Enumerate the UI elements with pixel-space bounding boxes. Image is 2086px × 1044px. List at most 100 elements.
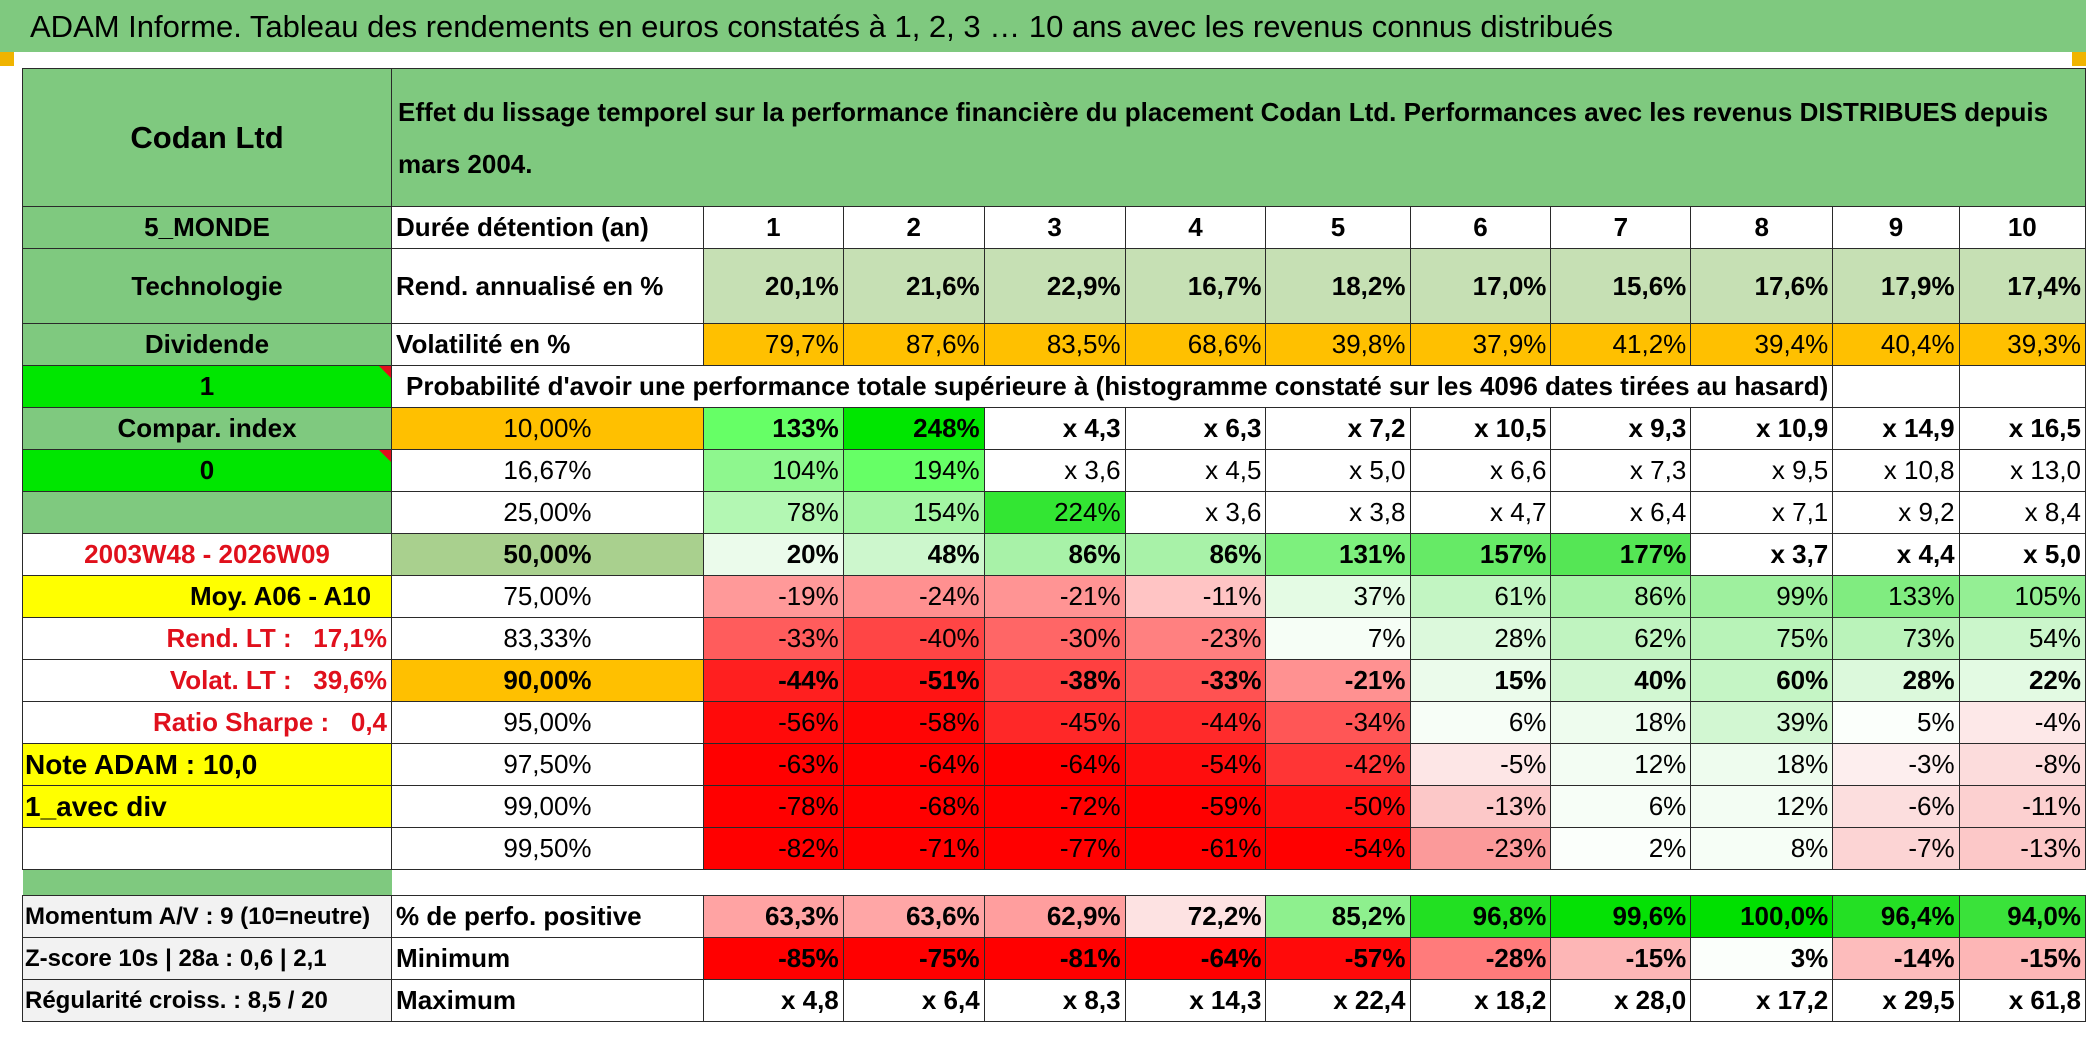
percentile-label: 97,50% [391, 743, 704, 786]
percentile-value: -64% [842, 743, 985, 786]
percentile-label: 95,00% [391, 701, 704, 744]
long-term-volatility-label: Volat. LT : [169, 665, 292, 695]
percentile-value: 6% [1550, 785, 1692, 828]
percentile-value: x 8,4 [1958, 491, 2086, 534]
percentile-value: 248% [842, 407, 985, 450]
annualized-return-value: 17,4% [1958, 248, 2086, 324]
percentile-value: x 10,9 [1690, 407, 1834, 450]
percentile-value: -24% [842, 575, 985, 618]
volatility-value: 87,6% [842, 323, 985, 366]
percentile-label: 16,67% [391, 449, 704, 492]
percentile-value: 133% [702, 407, 844, 450]
percentile-value: 40% [1550, 659, 1692, 702]
percentile-value: -44% [702, 659, 844, 702]
flag-one-cell[interactable]: 1 [21, 365, 393, 408]
volatility-value: 39,4% [1690, 323, 1834, 366]
percentile-value: x 7,3 [1550, 449, 1692, 492]
empty-cell [1958, 365, 2086, 408]
percentile-value: x 4,4 [1832, 533, 1960, 576]
percentile-value: 20% [702, 533, 844, 576]
corner-marker [2072, 52, 2086, 66]
percentile-value: 86% [983, 533, 1126, 576]
positive-performance-value: 99,6% [1550, 895, 1692, 938]
year-header: 9 [1832, 206, 1960, 249]
long-term-volatility-value: 39,6% [313, 665, 388, 695]
holding-period-label: Durée détention (an) [391, 206, 704, 249]
positive-performance-value: 96,4% [1832, 895, 1960, 938]
flag-zero-cell[interactable]: 0 [21, 449, 393, 492]
percentile-value: x 3,7 [1690, 533, 1834, 576]
percentile-value: 12% [1690, 785, 1834, 828]
percentile-value: 86% [1550, 575, 1692, 618]
percentile-label: 50,00% [391, 533, 704, 576]
percentile-row: 0 16,67% 104% 194% x 3,6 x 4,5 x 5,0 x 6… [21, 449, 2086, 492]
percentile-row: Ratio Sharpe : 0,4 95,00% -56% -58% -45%… [21, 701, 2086, 744]
year-header: 3 [983, 206, 1126, 249]
volatility-value: 39,8% [1265, 323, 1411, 366]
positive-performance-value: 63,3% [702, 895, 844, 938]
percentile-value: x 3,6 [983, 449, 1126, 492]
positive-performance-value: 62,9% [983, 895, 1126, 938]
percentile-value: 8% [1690, 827, 1834, 870]
percentile-value: -4% [1958, 701, 2086, 744]
percentile-value: -63% [702, 743, 844, 786]
percentile-value: 6% [1409, 701, 1552, 744]
zscore-label: Z-score 10s | 28a : 0,6 | 2,1 [21, 937, 393, 980]
percentile-value: -8% [1958, 743, 2086, 786]
adam-score: Note ADAM : 10,0 [21, 743, 393, 786]
maximum-label: Maximum [391, 979, 704, 1022]
percentile-value: 12% [1550, 743, 1692, 786]
annualized-return-label: Rend. annualisé en % [391, 248, 704, 324]
percentile-value: x 3,6 [1124, 491, 1267, 534]
percentile-value: -44% [1124, 701, 1267, 744]
percentile-value: 157% [1409, 533, 1552, 576]
percentile-value: x 5,0 [1265, 449, 1411, 492]
maximum-value: x 8,3 [983, 979, 1126, 1022]
percentile-value: 99% [1690, 575, 1834, 618]
percentile-label: 90,00% [391, 659, 704, 702]
maximum-value: x 61,8 [1958, 979, 2086, 1022]
percentile-row: Volat. LT : 39,6% 90,00% -44% -51% -38% … [21, 659, 2086, 702]
percentile-value: 61% [1409, 575, 1552, 618]
percentile-value: x 5,0 [1958, 533, 2086, 576]
empty-cell [1832, 365, 1960, 408]
year-header: 10 [1958, 206, 2086, 249]
region-label: 5_MONDE [21, 206, 393, 249]
dividend-mode: 1_avec div [21, 785, 393, 828]
maximum-value: x 29,5 [1832, 979, 1960, 1022]
volatility-value: 68,6% [1124, 323, 1267, 366]
annualized-return-value: 21,6% [842, 248, 985, 324]
percentile-value: -50% [1265, 785, 1411, 828]
spacer-cell [392, 870, 2086, 896]
percentile-value: x 13,0 [1958, 449, 2086, 492]
annualized-return-value: 20,1% [702, 248, 844, 324]
percentile-value: x 4,5 [1124, 449, 1267, 492]
probability-caption: Probabilité d'avoir une performance tota… [391, 365, 1834, 408]
percentile-value: -61% [1124, 827, 1267, 870]
percentile-value: -33% [702, 617, 844, 660]
percentile-value: -33% [1124, 659, 1267, 702]
maximum-value: x 22,4 [1265, 979, 1411, 1022]
percentile-value: 18% [1550, 701, 1692, 744]
minimum-value: -75% [842, 937, 985, 980]
percentile-value: -23% [1409, 827, 1552, 870]
long-term-return: Rend. LT : 17,1% [21, 617, 393, 660]
year-header: 5 [1265, 206, 1411, 249]
annualized-return-value: 22,9% [983, 248, 1126, 324]
volatility-value: 40,4% [1832, 323, 1960, 366]
volatility-value: 83,5% [983, 323, 1126, 366]
maximum-value: x 28,0 [1550, 979, 1692, 1022]
regularity-label: Régularité croiss. : 8,5 / 20 [21, 979, 393, 1022]
percentile-value: 62% [1550, 617, 1692, 660]
percentile-value: 194% [842, 449, 985, 492]
minimum-value: -15% [1550, 937, 1692, 980]
maximum-value: x 6,4 [842, 979, 985, 1022]
percentile-value: -30% [983, 617, 1126, 660]
percentile-value: -72% [983, 785, 1126, 828]
minimum-label: Minimum [391, 937, 704, 980]
maximum-value: x 17,2 [1690, 979, 1834, 1022]
percentile-row: 99,50% -82% -71% -77% -61% -54% -23% 2% … [21, 827, 2086, 870]
minimum-row: Z-score 10s | 28a : 0,6 | 2,1 Minimum -8… [21, 937, 2086, 980]
percentile-value: -68% [842, 785, 985, 828]
percentile-value: 18% [1690, 743, 1834, 786]
